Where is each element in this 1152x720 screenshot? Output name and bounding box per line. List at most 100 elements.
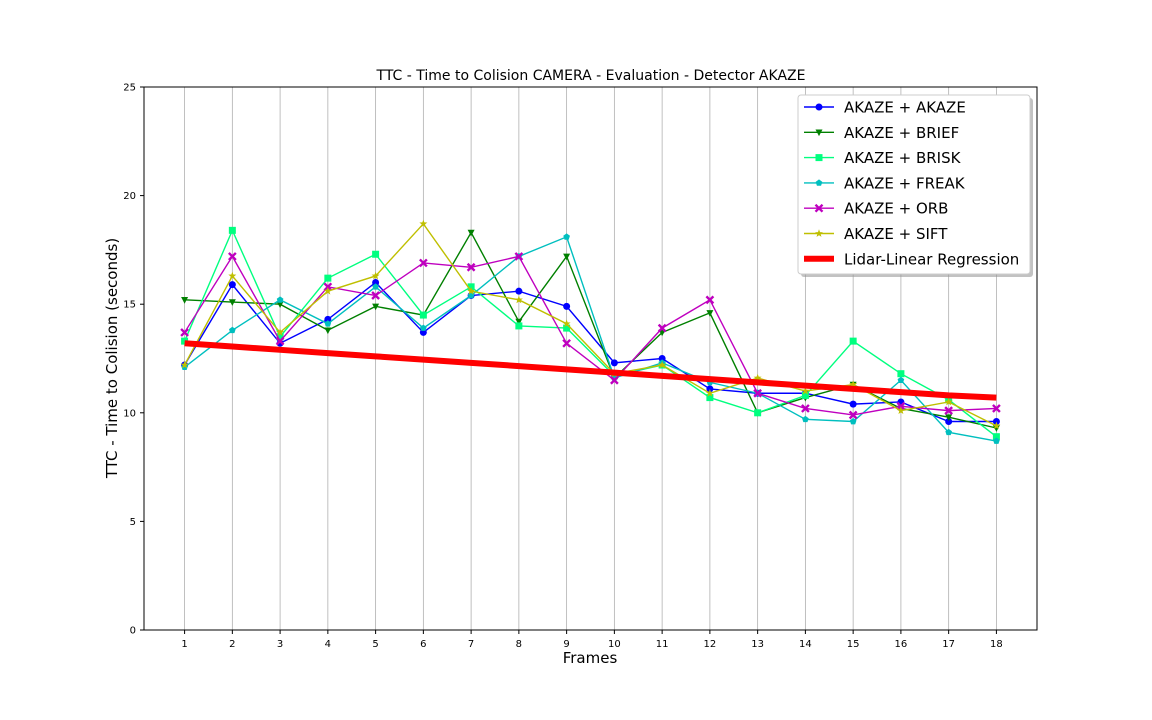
data-point <box>706 385 714 393</box>
x-tick-label: 16 <box>895 639 908 650</box>
x-tick-label: 7 <box>468 639 474 650</box>
data-point <box>228 299 236 306</box>
data-point <box>992 417 1000 425</box>
legend-item: AKAZE + BRIEF <box>804 124 959 142</box>
data-point <box>324 320 332 327</box>
data-point <box>180 360 189 369</box>
legend-item: AKAZE + ORB <box>804 200 948 218</box>
data-point <box>801 391 809 399</box>
y-tick-label: 0 <box>130 626 136 637</box>
legend-label: AKAZE + SIFT <box>844 225 948 243</box>
data-point <box>563 302 571 310</box>
data-point <box>276 333 284 341</box>
data-point <box>276 301 284 309</box>
series-line <box>183 228 997 438</box>
data-point <box>324 315 332 323</box>
x-tick-label: 3 <box>277 639 283 650</box>
data-point <box>323 282 333 292</box>
x-axis-label: Frames <box>563 649 618 667</box>
legend-marker <box>815 129 823 137</box>
y-tick-label: 15 <box>123 300 136 311</box>
legend-label: AKAZE + BRIEF <box>844 124 959 142</box>
legend-marker <box>815 103 823 111</box>
data-point <box>466 262 476 272</box>
data-point <box>371 271 380 280</box>
data-point <box>897 376 905 384</box>
series-line <box>183 255 997 416</box>
legend-label: AKAZE + AKAZE <box>844 99 966 117</box>
data-point <box>849 337 857 345</box>
data-point <box>801 404 810 413</box>
data-point <box>419 311 427 319</box>
data-point <box>324 327 332 335</box>
data-point <box>467 286 476 295</box>
data-point <box>514 252 524 261</box>
legend-label: AKAZE + FREAK <box>844 174 966 192</box>
data-point <box>992 404 1001 413</box>
data-point <box>945 417 953 425</box>
x-tick-label: 12 <box>704 639 717 650</box>
x-tick-label: 4 <box>325 639 331 650</box>
data-point <box>706 394 714 402</box>
series-4 <box>180 252 1001 420</box>
data-point <box>420 324 427 331</box>
data-point <box>562 338 571 348</box>
data-point <box>515 322 523 330</box>
data-point <box>180 328 189 337</box>
data-point <box>372 283 379 290</box>
data-point <box>372 303 380 311</box>
data-point <box>754 409 762 417</box>
y-tick-label: 25 <box>123 83 136 94</box>
data-point <box>372 250 380 258</box>
data-point <box>181 337 189 345</box>
series-lines <box>180 219 1001 444</box>
data-point <box>276 328 285 336</box>
regression-line <box>184 340 997 401</box>
y-tick-label: 10 <box>123 408 136 419</box>
series-line <box>183 281 997 423</box>
y-axis-label: TTC - Time to Colision (seconds) <box>103 238 121 479</box>
data-point <box>945 414 953 421</box>
data-point <box>563 233 570 240</box>
x-tick-label: 6 <box>420 639 426 650</box>
x-tick-label: 5 <box>372 639 378 650</box>
x-tick-label: 15 <box>847 639 860 650</box>
x-tick-label: 8 <box>516 639 522 650</box>
x-tick-label: 13 <box>751 639 764 650</box>
data-point <box>657 323 667 333</box>
plot-frame <box>143 86 1038 631</box>
data-point <box>372 278 380 286</box>
data-point <box>658 360 667 369</box>
data-point <box>515 287 523 295</box>
data-point <box>848 410 858 420</box>
legend: AKAZE + AKAZE AKAZE + BRIEF AKAZE + BRISK A… <box>797 94 1033 277</box>
grid-lines <box>184 87 997 630</box>
x-tick-label: 1 <box>181 639 187 650</box>
data-point <box>324 274 332 282</box>
data-point <box>181 297 189 304</box>
x-tick-label: 10 <box>608 639 621 650</box>
data-point <box>801 386 810 395</box>
data-point <box>276 296 284 303</box>
data-point <box>515 318 523 326</box>
legend-box <box>797 94 1031 275</box>
x-tick-label: 18 <box>990 639 1003 650</box>
legend-marker <box>815 154 823 162</box>
data-point <box>705 295 715 305</box>
data-point <box>945 428 952 436</box>
series-line <box>184 235 997 442</box>
data-point <box>467 229 475 237</box>
legend-item: AKAZE + BRISK <box>804 149 962 167</box>
data-point <box>753 373 762 382</box>
data-point <box>897 370 905 378</box>
data-point <box>706 310 714 317</box>
data-point <box>563 324 571 332</box>
data-point <box>371 291 380 300</box>
data-point <box>896 406 905 415</box>
data-point <box>228 226 236 234</box>
legend-label: AKAZE + ORB <box>844 200 948 218</box>
legend-marker <box>814 203 824 213</box>
data-point <box>944 397 953 406</box>
data-point <box>467 283 475 291</box>
